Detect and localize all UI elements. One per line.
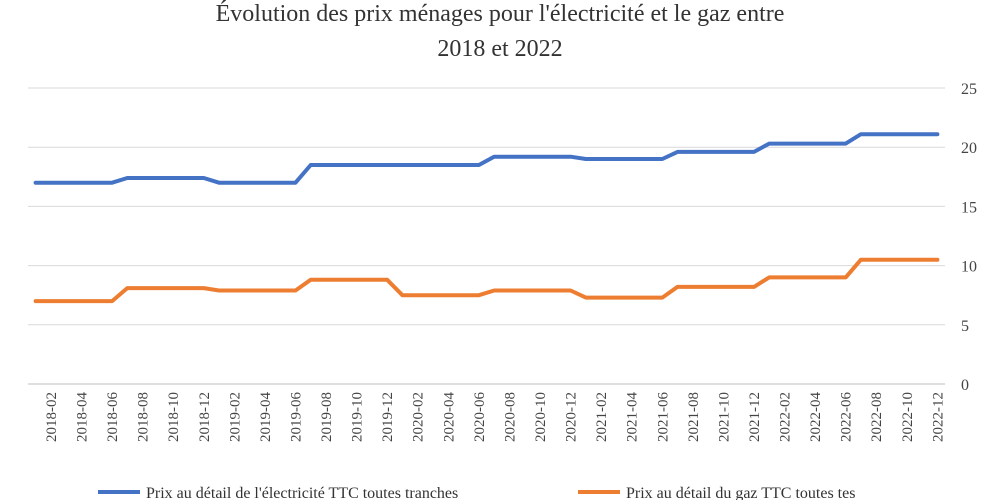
series-line-gas	[33, 257, 940, 304]
x-tick-label: 2018-06	[105, 392, 121, 442]
x-tick-label: 2020-02	[411, 392, 427, 442]
x-tick-label: 2022-10	[900, 392, 916, 442]
x-tick-label: 2022-08	[869, 392, 885, 442]
x-tick-label: 2021-12	[747, 392, 763, 442]
x-tick-label: 2021-04	[625, 392, 641, 442]
y-tick-label: 5	[961, 318, 969, 335]
x-tick-label: 2021-06	[655, 392, 671, 442]
y-axis-ticks: 0 5 10 15 20 25	[961, 81, 977, 394]
chart-title-line-1: Évolution des prix ménages pour l'électr…	[216, 1, 785, 27]
x-tick-label: 2019-08	[319, 392, 335, 442]
x-tick-label: 2020-08	[502, 392, 518, 442]
x-tick-label: 2020-04	[441, 392, 457, 442]
chart-title: Évolution des prix ménages pour l'électr…	[216, 1, 785, 62]
x-tick-label: 2020-10	[533, 392, 549, 442]
legend-label-gas: Prix au détail du gaz TTC toutes tes	[626, 485, 855, 500]
x-tick-label: 2018-12	[197, 392, 213, 442]
y-tick-label: 25	[961, 81, 977, 98]
x-tick-label: 2018-08	[136, 392, 152, 442]
x-tick-label: 2021-10	[716, 392, 732, 442]
x-tick-label: 2019-06	[288, 392, 304, 442]
x-tick-label: 2022-12	[930, 392, 946, 442]
x-tick-label: 2019-02	[227, 392, 243, 442]
series-line-electricity	[33, 132, 940, 185]
x-tick-label: 2018-02	[44, 392, 60, 442]
y-tick-label: 10	[961, 259, 977, 276]
legend-label-electricity: Prix au détail de l'électricité TTC tout…	[146, 485, 458, 500]
x-tick-label: 2019-12	[380, 392, 396, 442]
y-tick-label: 15	[961, 199, 977, 216]
x-tick-label: 2018-10	[166, 392, 182, 442]
x-tick-label: 2019-04	[258, 392, 274, 442]
legend: Prix au détail de l'électricité TTC tout…	[98, 485, 855, 500]
x-tick-label: 2020-06	[472, 392, 488, 442]
x-tick-label: 2021-08	[686, 392, 702, 442]
x-tick-label: 2021-02	[594, 392, 610, 442]
x-tick-label: 2022-02	[778, 392, 794, 442]
y-tick-label: 20	[961, 140, 977, 157]
x-tick-label: 2018-04	[74, 392, 90, 442]
y-tick-label: 0	[961, 377, 969, 394]
chart-title-line-2: 2018 et 2022	[437, 36, 562, 62]
x-axis-ticks: 2018-02 2018-04 2018-06 2018-08 2018-10 2018-…	[44, 392, 946, 442]
gridlines	[28, 87, 945, 385]
x-tick-label: 2020-12	[564, 392, 580, 442]
series-lines	[33, 132, 940, 304]
x-tick-label: 2019-10	[350, 392, 366, 442]
x-tick-label: 2022-06	[839, 392, 855, 442]
x-tick-label: 2022-04	[808, 392, 824, 442]
